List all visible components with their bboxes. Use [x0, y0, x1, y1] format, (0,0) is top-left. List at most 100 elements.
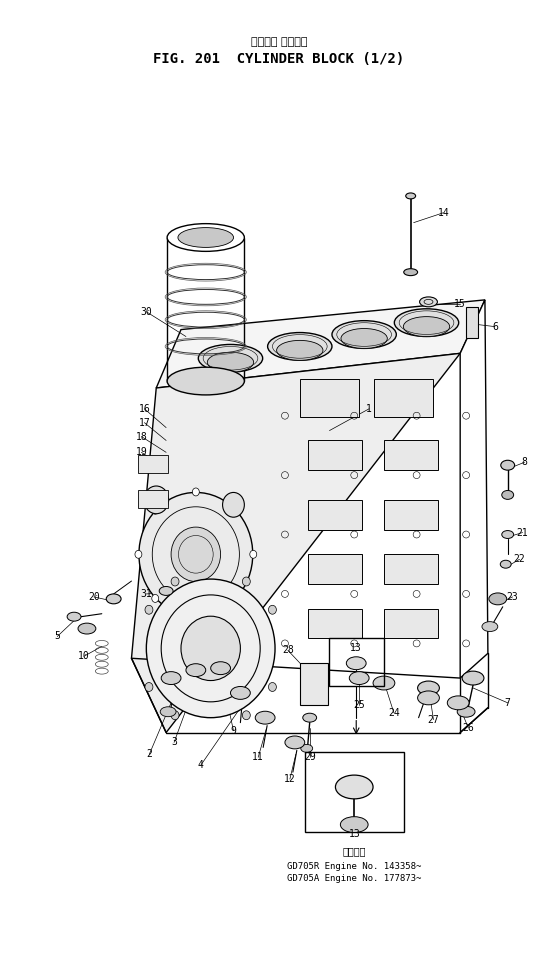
Text: 6: 6: [492, 322, 498, 332]
Ellipse shape: [341, 329, 387, 348]
Ellipse shape: [462, 671, 484, 685]
Text: 17: 17: [138, 417, 150, 428]
Text: 7: 7: [505, 698, 511, 707]
Text: 24: 24: [388, 707, 400, 718]
Ellipse shape: [501, 460, 514, 470]
Ellipse shape: [420, 297, 437, 306]
Text: 20: 20: [88, 592, 100, 602]
Ellipse shape: [349, 671, 369, 685]
Bar: [466, 306, 478, 339]
Text: 26: 26: [462, 723, 474, 733]
Ellipse shape: [198, 344, 263, 372]
Text: FIG. 201  CYLINDER BLOCK (1/2): FIG. 201 CYLINDER BLOCK (1/2): [153, 53, 405, 66]
Text: 2: 2: [146, 749, 152, 759]
Ellipse shape: [482, 622, 498, 631]
Ellipse shape: [395, 308, 459, 337]
Ellipse shape: [335, 775, 373, 799]
Text: 16: 16: [138, 404, 150, 414]
Text: 9: 9: [230, 726, 237, 736]
Text: 12: 12: [284, 775, 296, 784]
Text: 5: 5: [54, 631, 60, 641]
Ellipse shape: [171, 527, 220, 582]
Text: 18: 18: [136, 431, 147, 442]
Ellipse shape: [161, 671, 181, 685]
Text: 3: 3: [171, 738, 177, 747]
Bar: [384, 609, 439, 638]
Ellipse shape: [106, 594, 121, 604]
Ellipse shape: [78, 623, 96, 634]
Ellipse shape: [347, 657, 366, 669]
Ellipse shape: [301, 744, 312, 752]
Ellipse shape: [144, 486, 169, 514]
Ellipse shape: [159, 587, 173, 595]
Ellipse shape: [417, 681, 439, 695]
Bar: [307, 609, 362, 638]
Bar: [307, 555, 362, 584]
Text: 27: 27: [427, 714, 439, 725]
Bar: [300, 664, 328, 704]
Ellipse shape: [171, 577, 179, 586]
Ellipse shape: [268, 682, 276, 692]
Ellipse shape: [417, 691, 439, 704]
Ellipse shape: [404, 269, 417, 275]
Text: 14: 14: [437, 208, 449, 218]
Text: 10: 10: [78, 651, 90, 662]
Ellipse shape: [403, 316, 450, 337]
Ellipse shape: [67, 612, 81, 621]
Ellipse shape: [448, 696, 469, 709]
Text: 適用番機: 適用番機: [343, 847, 366, 856]
Text: 21: 21: [517, 527, 528, 537]
Text: 29: 29: [304, 752, 316, 762]
Ellipse shape: [242, 711, 251, 720]
Text: 23: 23: [507, 592, 518, 602]
Ellipse shape: [268, 333, 332, 360]
Bar: [384, 441, 439, 470]
Ellipse shape: [373, 676, 395, 690]
Bar: [374, 379, 434, 416]
Ellipse shape: [181, 616, 240, 680]
Ellipse shape: [208, 352, 254, 373]
Ellipse shape: [285, 736, 305, 749]
Text: GD705R Engine No. 143358~: GD705R Engine No. 143358~: [287, 862, 421, 871]
Polygon shape: [460, 300, 488, 678]
Bar: [384, 500, 439, 529]
Ellipse shape: [457, 706, 475, 717]
Ellipse shape: [277, 341, 323, 360]
Ellipse shape: [152, 595, 158, 602]
Ellipse shape: [233, 506, 240, 514]
Text: 13: 13: [348, 829, 360, 839]
Text: 11: 11: [252, 752, 264, 762]
Text: 4: 4: [198, 760, 204, 771]
Text: 13: 13: [350, 643, 362, 654]
Bar: [384, 555, 439, 584]
Ellipse shape: [406, 193, 416, 198]
Text: 1: 1: [366, 404, 372, 414]
Text: 19: 19: [136, 448, 147, 457]
Text: 25: 25: [353, 700, 365, 710]
Ellipse shape: [135, 551, 142, 559]
Ellipse shape: [186, 664, 206, 676]
Ellipse shape: [230, 687, 251, 700]
Ellipse shape: [145, 605, 153, 614]
Text: 30: 30: [141, 306, 152, 317]
Ellipse shape: [167, 224, 244, 251]
Bar: [300, 379, 359, 416]
Ellipse shape: [268, 605, 276, 614]
Bar: [305, 752, 404, 832]
Bar: [307, 441, 362, 470]
Ellipse shape: [242, 577, 251, 586]
Text: 15: 15: [454, 299, 466, 308]
Ellipse shape: [233, 595, 240, 602]
Ellipse shape: [502, 490, 514, 499]
Ellipse shape: [340, 816, 368, 833]
Text: 28: 28: [282, 645, 294, 656]
Ellipse shape: [167, 367, 244, 395]
Bar: [329, 638, 384, 686]
Polygon shape: [132, 353, 460, 733]
Ellipse shape: [145, 682, 153, 692]
Ellipse shape: [223, 492, 244, 518]
Ellipse shape: [502, 530, 514, 538]
Ellipse shape: [178, 228, 234, 247]
Ellipse shape: [211, 662, 230, 674]
Ellipse shape: [332, 321, 396, 348]
